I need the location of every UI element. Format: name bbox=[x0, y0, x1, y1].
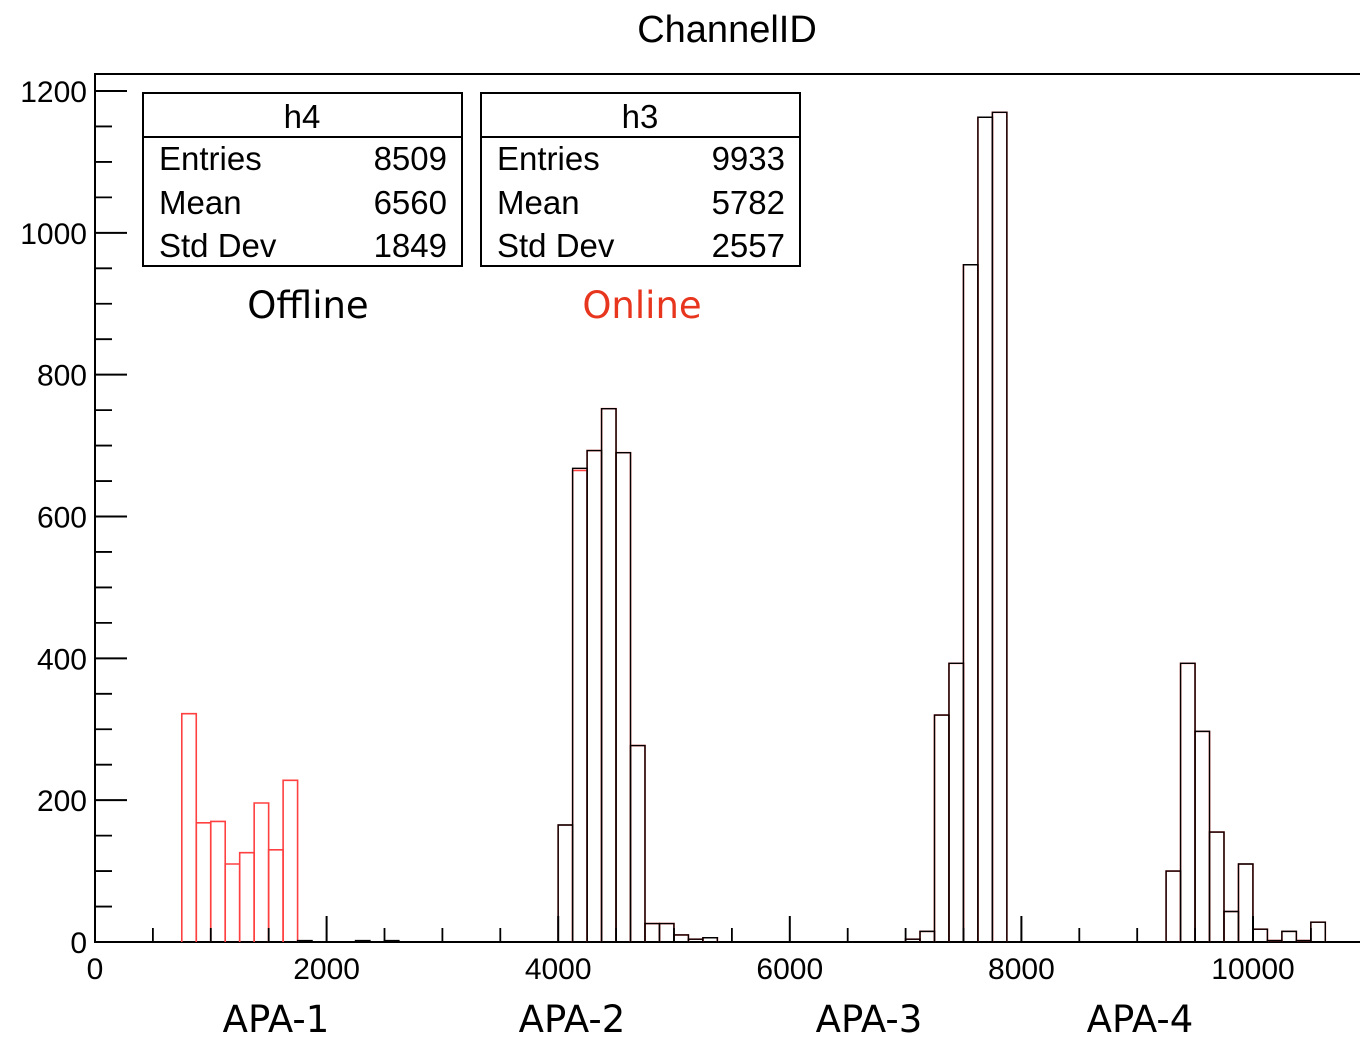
histogram-bin-h4 bbox=[557, 824, 574, 942]
histogram-bin-h3 bbox=[253, 802, 270, 942]
histogram-bin-h4 bbox=[615, 451, 632, 942]
histogram-bin-h3 bbox=[267, 849, 284, 942]
histogram-bin-h4 bbox=[702, 937, 719, 942]
histogram-bin-h4 bbox=[919, 930, 936, 942]
histogram-bin-h4 bbox=[658, 922, 675, 942]
histogram-bin-h3 bbox=[1208, 831, 1225, 942]
histogram-bin-h4 bbox=[1194, 730, 1211, 942]
stats-value: 6560 bbox=[374, 184, 447, 221]
histogram-bin-h3 bbox=[1223, 910, 1240, 942]
histogram-bin-h3 bbox=[180, 712, 198, 942]
y-tick-label: 600 bbox=[37, 502, 87, 535]
histogram-bin-h4 bbox=[1179, 662, 1196, 942]
histogram-bin-h3 bbox=[282, 779, 299, 942]
histogram-bin-h4 bbox=[1208, 831, 1225, 942]
stats-box-title: h4 bbox=[284, 98, 321, 135]
region-label-apa-2: APA-2 bbox=[519, 998, 626, 1037]
y-tick-label: 400 bbox=[37, 643, 87, 676]
histogram-bin-h3 bbox=[600, 407, 617, 942]
annotation-online: Online bbox=[582, 284, 701, 327]
plot-frame bbox=[94, 73, 1360, 943]
histogram-bin-h3 bbox=[557, 824, 574, 942]
histogram-bin-h3 bbox=[919, 930, 936, 942]
histogram-bin-h3 bbox=[1310, 921, 1327, 942]
x-tick-label: 10000 bbox=[1211, 953, 1294, 986]
stats-value: 8509 bbox=[374, 140, 447, 177]
x-tick-label: 8000 bbox=[988, 953, 1055, 986]
histogram-bin-h3 bbox=[1281, 930, 1298, 942]
histogram-bin-h4 bbox=[948, 662, 965, 942]
y-tick-label: 1200 bbox=[20, 76, 87, 109]
region-label-apa-3: APA-3 bbox=[816, 998, 923, 1037]
annotation-offline: Offline bbox=[247, 284, 368, 327]
histogram-bin-h4 bbox=[1252, 928, 1269, 942]
stats-value: 1849 bbox=[374, 227, 447, 264]
y-tick-label: 0 bbox=[70, 927, 87, 960]
histogram-bin-h3 bbox=[1237, 863, 1254, 942]
histogram-bin-h3 bbox=[195, 822, 212, 942]
histogram-bin-h4 bbox=[1310, 921, 1327, 942]
x-tick-label: 4000 bbox=[525, 953, 592, 986]
stats-label: Std Dev bbox=[159, 227, 277, 264]
histogram-bin-h3 bbox=[933, 714, 950, 942]
stats-box-h4: h4 Entries 8509 Mean 6560 Std Dev 1849 bbox=[142, 92, 463, 267]
y-tick-label: 1000 bbox=[20, 218, 87, 251]
histogram-bin-h3 bbox=[1194, 730, 1211, 942]
x-tick-label: 2000 bbox=[293, 953, 360, 986]
histogram-bin-h4 bbox=[629, 744, 646, 942]
histogram-bin-h4 bbox=[1165, 870, 1182, 942]
histogram-bin-h4 bbox=[991, 111, 1008, 942]
stats-value: 9933 bbox=[712, 140, 785, 177]
stats-value: 2557 bbox=[712, 227, 785, 264]
histogram-bin-h4 bbox=[673, 934, 690, 942]
histogram-bin-h4 bbox=[1237, 863, 1254, 942]
histogram-bin-h3 bbox=[948, 662, 965, 942]
histogram-bin-h3 bbox=[991, 111, 1008, 942]
histogram-bin-h3 bbox=[644, 922, 661, 942]
histogram-bin-h4 bbox=[644, 922, 661, 942]
histogram-bin-h3 bbox=[977, 116, 994, 942]
histogram-bin-h4 bbox=[296, 939, 313, 942]
histogram-bin-h4 bbox=[600, 408, 617, 942]
stats-label: Mean bbox=[497, 184, 580, 221]
histogram-bin-h4 bbox=[962, 264, 979, 942]
stats-label: Entries bbox=[497, 140, 600, 177]
histogram-bin-h4 bbox=[933, 714, 950, 942]
y-tick-label: 800 bbox=[37, 360, 87, 393]
histogram-bin-h3 bbox=[658, 922, 675, 942]
histogram-bin-h3 bbox=[1165, 870, 1182, 942]
histogram-bin-h3 bbox=[673, 934, 690, 942]
histogram-bin-h4 bbox=[354, 939, 371, 942]
stats-label: Mean bbox=[159, 184, 242, 221]
stats-box-h3: h3 Entries 9933 Mean 5782 Std Dev 2557 bbox=[480, 92, 801, 267]
x-tick-label: 0 bbox=[87, 953, 104, 986]
chart-title: ChannelID bbox=[637, 9, 817, 51]
region-label-apa-4: APA-4 bbox=[1087, 998, 1194, 1037]
histogram-bin-h3 bbox=[238, 851, 255, 942]
x-tick-label: 6000 bbox=[756, 953, 823, 986]
histogram-bin-h4 bbox=[1281, 930, 1298, 942]
y-tick-label: 200 bbox=[37, 785, 87, 818]
histogram-bin-h4 bbox=[977, 116, 994, 942]
histogram-bin-h3 bbox=[224, 863, 241, 942]
histogram-bin-h3 bbox=[571, 469, 588, 942]
histogram-bin-h4 bbox=[571, 467, 588, 942]
axes: 0 200 400 600 800 1000 1200 0 2000 4000 6000 8000 10… bbox=[20, 76, 1312, 986]
histogram-bin-h3 bbox=[1179, 662, 1196, 942]
histogram-bin-h3 bbox=[615, 451, 632, 942]
histogram-bin-h3 bbox=[586, 449, 603, 942]
histogram-bin-h4 bbox=[586, 449, 603, 942]
histogram-bars bbox=[180, 111, 1327, 942]
histogram-bin-h3 bbox=[629, 744, 646, 942]
stats-label: Entries bbox=[159, 140, 262, 177]
stats-label: Std Dev bbox=[497, 227, 615, 264]
histogram-bin-h3 bbox=[1252, 928, 1269, 942]
histogram-bin-h4 bbox=[1223, 910, 1240, 942]
histogram-bin-h3 bbox=[209, 820, 227, 942]
region-label-apa-1: APA-1 bbox=[223, 998, 330, 1037]
stats-box-title: h3 bbox=[622, 98, 659, 135]
stats-value: 5782 bbox=[712, 184, 785, 221]
histogram-bin-h3 bbox=[962, 263, 979, 942]
